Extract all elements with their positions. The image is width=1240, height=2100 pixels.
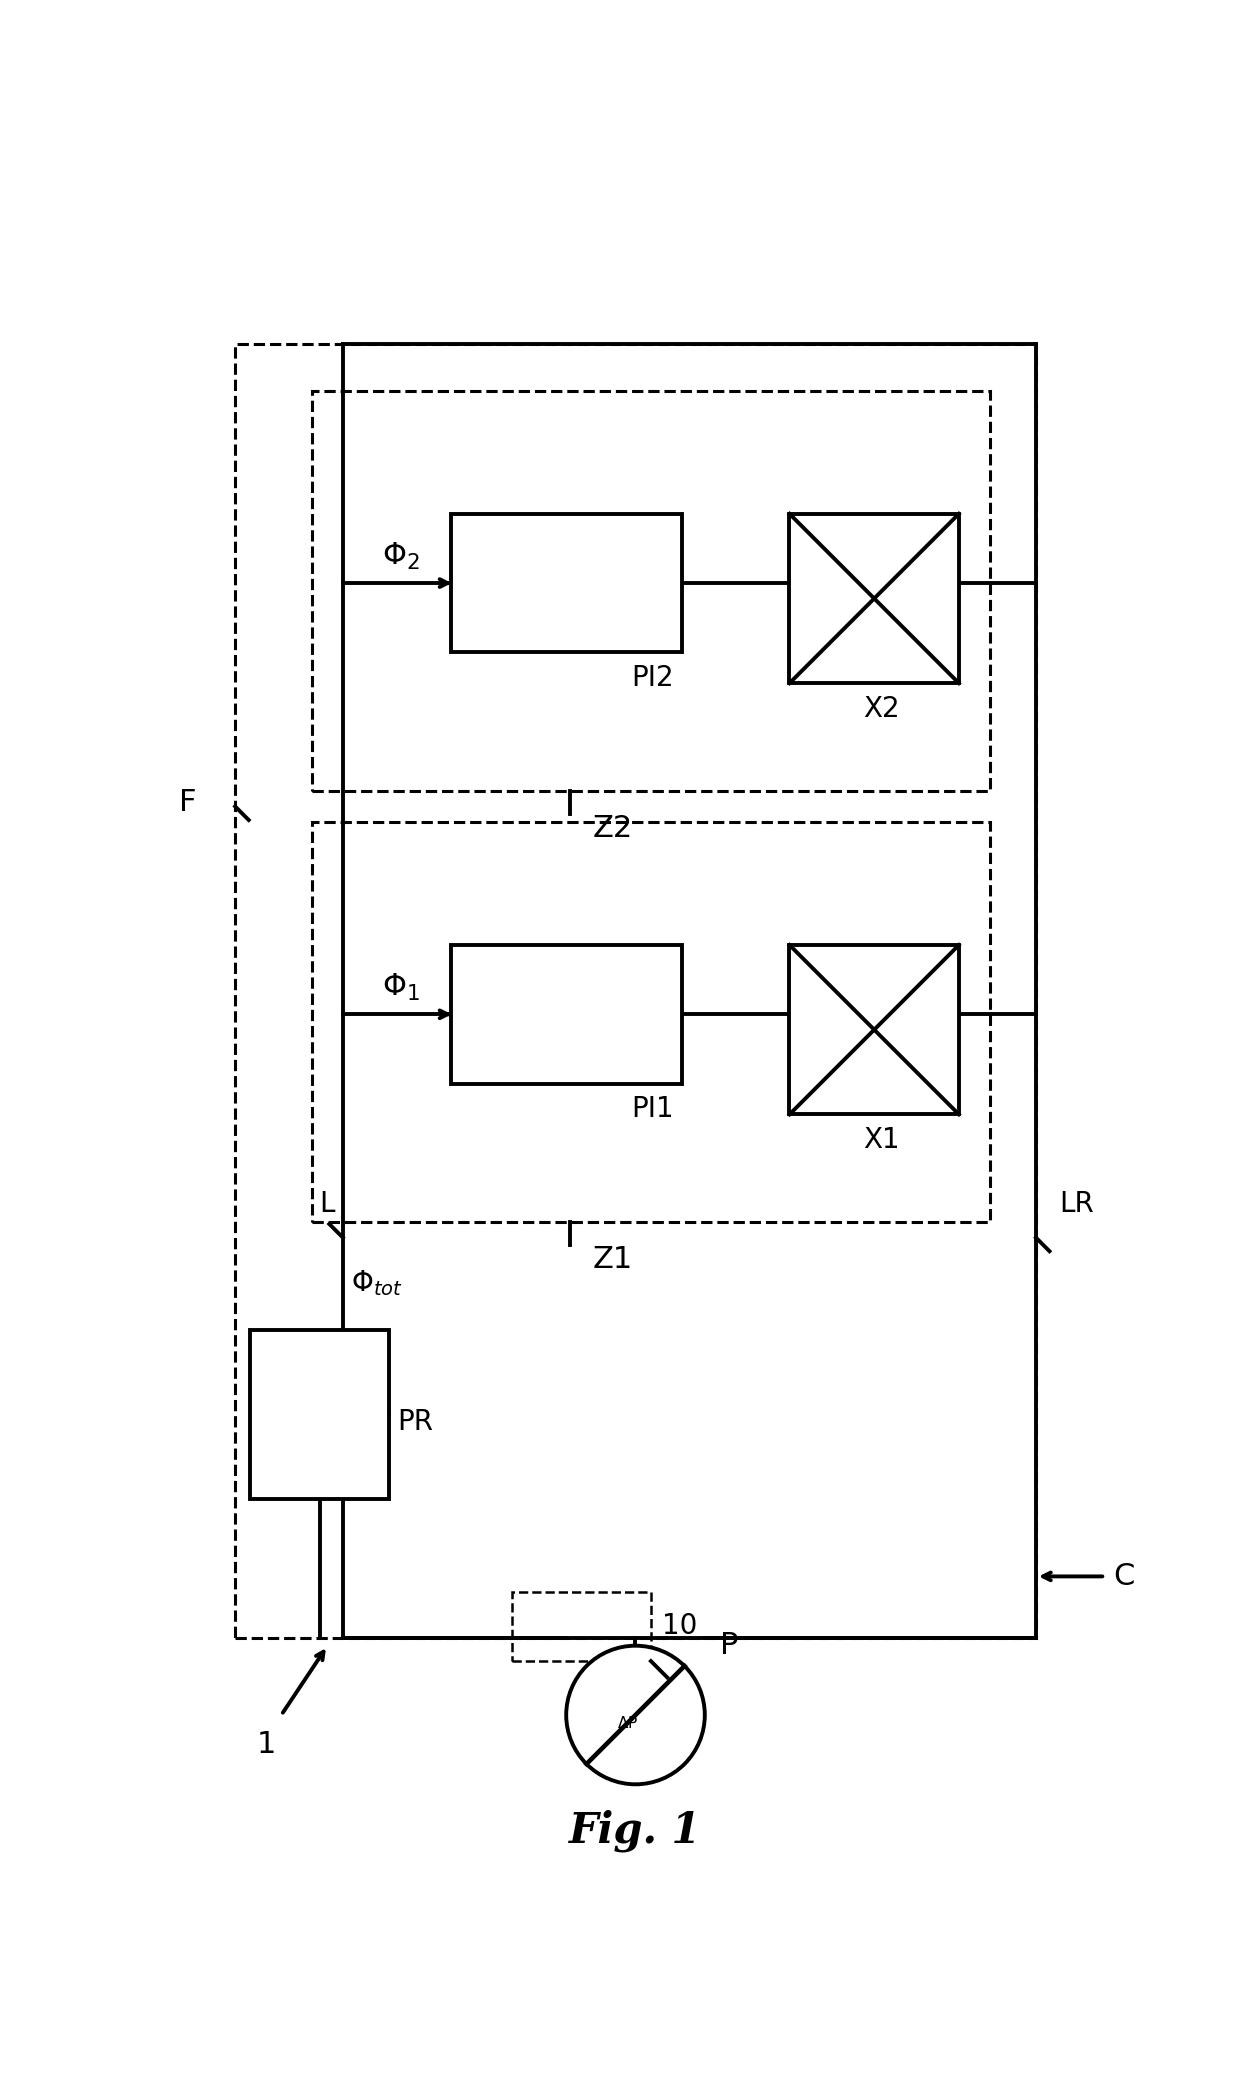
Text: PI2: PI2	[631, 664, 675, 691]
Text: X2: X2	[863, 695, 900, 722]
Text: 10: 10	[662, 1613, 698, 1640]
Bar	[250, 1329, 389, 1499]
Circle shape	[567, 1646, 704, 1785]
Text: X1: X1	[863, 1126, 900, 1155]
Text: $\Phi_2$: $\Phi_2$	[382, 540, 420, 571]
Text: PI1: PI1	[631, 1094, 675, 1124]
Text: L: L	[320, 1191, 335, 1218]
Text: Z1: Z1	[593, 1245, 632, 1275]
Bar	[512, 1592, 651, 1661]
Text: C: C	[1112, 1562, 1135, 1592]
Text: LR: LR	[1059, 1191, 1094, 1218]
Bar	[236, 344, 1035, 1638]
Bar	[312, 391, 990, 792]
Text: PR: PR	[397, 1409, 433, 1436]
Text: $\Delta$P: $\Delta$P	[618, 1716, 639, 1730]
Text: $\Phi_1$: $\Phi_1$	[382, 972, 420, 1004]
Bar	[790, 945, 959, 1115]
Text: 1: 1	[257, 1730, 275, 1760]
Text: Fig. 1: Fig. 1	[569, 1810, 702, 1852]
Bar	[790, 514, 959, 682]
Text: F: F	[179, 788, 197, 817]
Text: P: P	[720, 1632, 739, 1661]
Bar	[450, 514, 682, 653]
Text: $\Phi_{tot}$: $\Phi_{tot}$	[351, 1268, 403, 1298]
Text: Z2: Z2	[593, 815, 632, 842]
Bar	[312, 821, 990, 1222]
Bar	[450, 945, 682, 1084]
